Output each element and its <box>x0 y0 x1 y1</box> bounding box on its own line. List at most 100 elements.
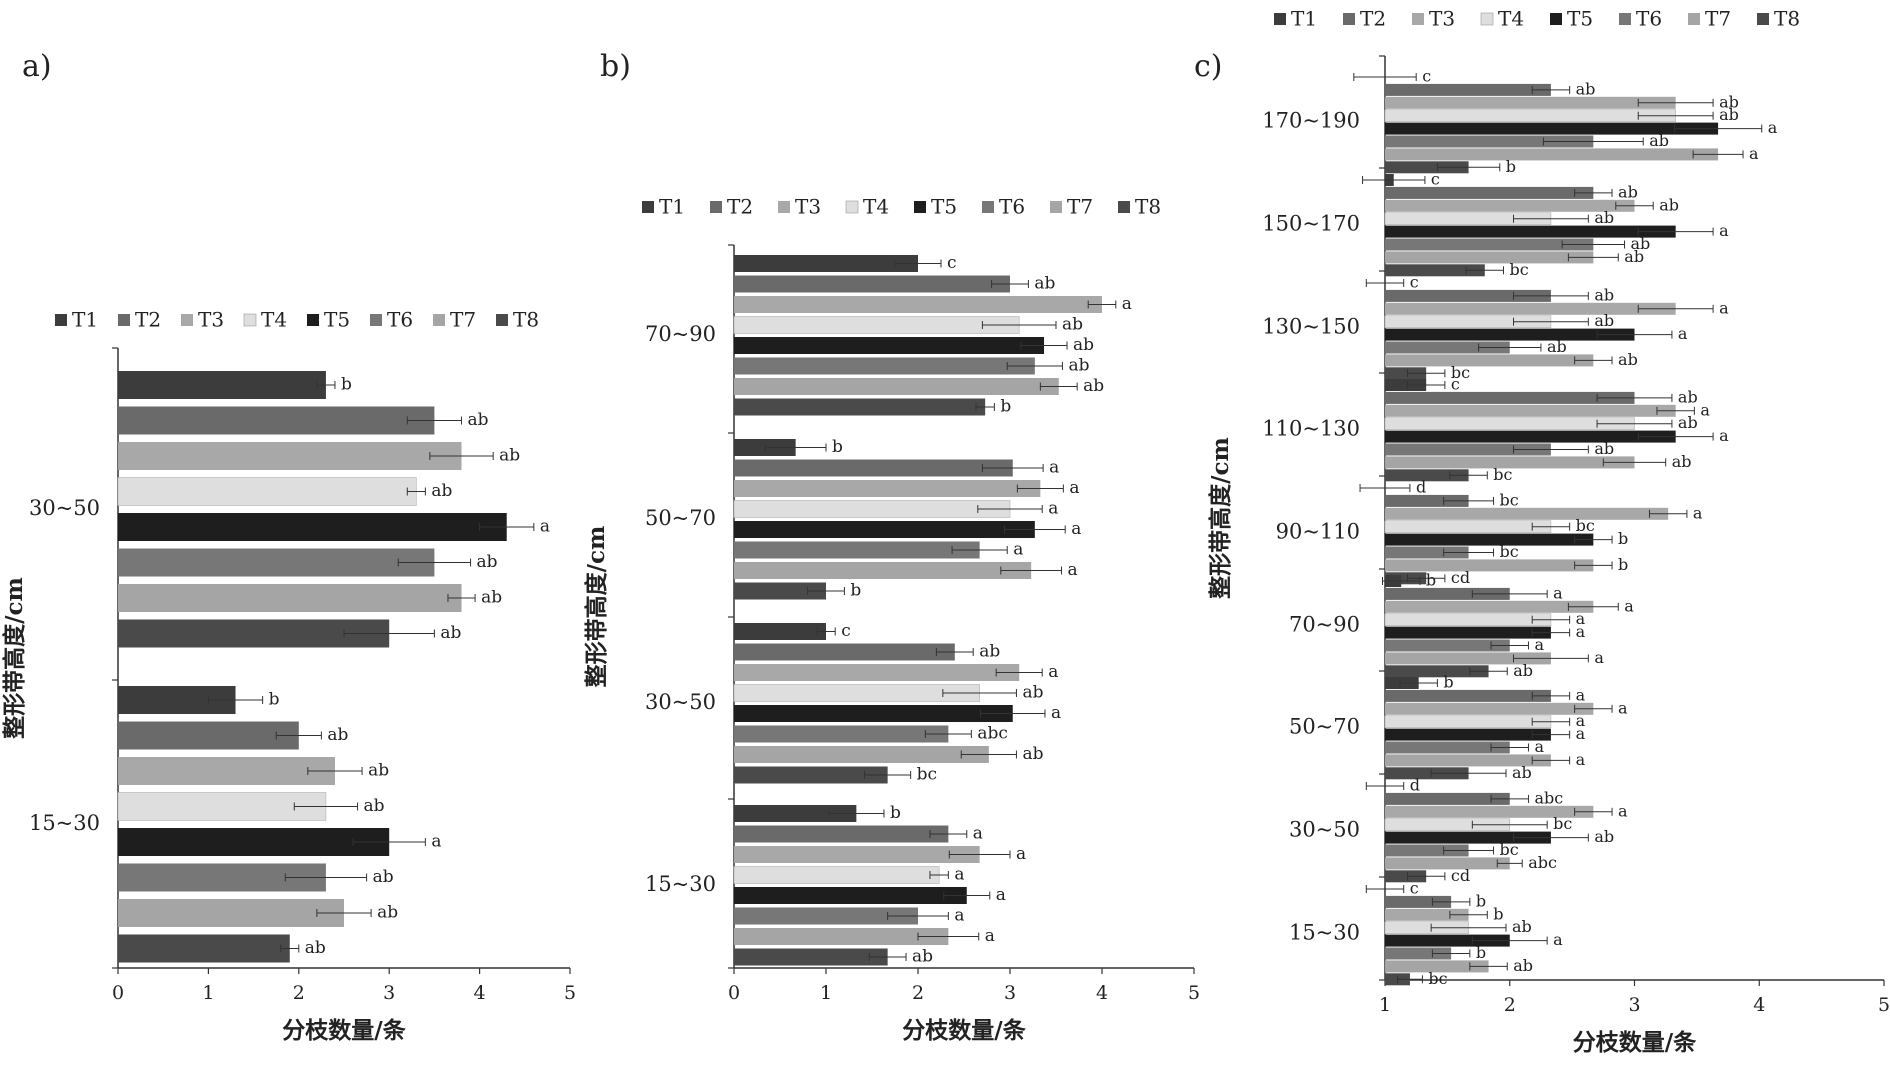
x-tick-label: 2 <box>912 982 924 1004</box>
significance-label: a <box>1624 596 1634 615</box>
bar <box>1385 404 1676 417</box>
significance-label: ab <box>368 761 389 781</box>
significance-label: a <box>1576 711 1586 730</box>
significance-label: ab <box>327 725 348 745</box>
bar <box>734 357 1035 375</box>
bar <box>1385 626 1551 639</box>
bar <box>734 378 1059 395</box>
legend-label: T7 <box>450 308 476 332</box>
bar <box>1385 122 1719 135</box>
legend-label: T1 <box>72 308 98 332</box>
bar <box>1385 96 1676 109</box>
x-axis-title: 分枝数量/条 <box>1573 1029 1696 1056</box>
significance-label: a <box>1013 540 1023 560</box>
significance-label: ab <box>979 642 1000 662</box>
x-tick-label: 0 <box>728 982 740 1004</box>
legend-swatch <box>181 314 193 326</box>
x-tick-label: 4 <box>474 982 486 1004</box>
significance-label: c <box>1422 67 1431 86</box>
bar <box>1384 520 1552 534</box>
significance-label: ab <box>1068 356 1089 376</box>
x-tick-label: 3 <box>1004 982 1016 1004</box>
significance-label: a <box>973 824 983 844</box>
significance-label: a <box>540 517 550 537</box>
bar <box>734 398 986 416</box>
category-label: 150~170 <box>1262 212 1360 236</box>
significance-label: ab <box>1624 247 1644 266</box>
category-label: 70~90 <box>1289 613 1360 637</box>
bar <box>1385 600 1594 613</box>
bar <box>1385 587 1510 600</box>
legend-swatch <box>642 201 654 213</box>
significance-label: b <box>1506 157 1516 176</box>
x-tick-label: 2 <box>293 982 305 1004</box>
significance-label: a <box>1553 930 1563 949</box>
significance-label: b <box>1426 571 1436 590</box>
significance-label: ab <box>481 588 502 608</box>
significance-label: a <box>1618 698 1628 717</box>
bar <box>1384 613 1552 627</box>
x-tick-label: 5 <box>1878 994 1890 1016</box>
bar <box>734 541 980 559</box>
significance-label: ab <box>1618 350 1638 369</box>
legend-label: T1 <box>1291 7 1317 31</box>
significance-label: b <box>1618 529 1628 548</box>
significance-label: ab <box>1631 234 1651 253</box>
bar <box>734 705 1013 722</box>
bar <box>118 828 390 856</box>
significance-label: ab <box>1513 956 1533 975</box>
significance-label: c <box>1431 170 1440 189</box>
bar <box>734 480 1041 497</box>
significance-label: a <box>1594 648 1604 667</box>
bar <box>1385 546 1469 559</box>
panel-label: c) <box>1194 49 1223 84</box>
category-label: 110~130 <box>1262 417 1360 441</box>
significance-label: ab <box>440 623 461 643</box>
legend-label: T7 <box>1067 195 1093 219</box>
legend-label: T3 <box>1429 7 1455 31</box>
x-tick-label: 4 <box>1753 994 1765 1016</box>
legend-swatch <box>1480 12 1494 26</box>
x-tick-label: 1 <box>1379 994 1391 1016</box>
legend-label: T1 <box>659 195 685 219</box>
bar <box>118 757 335 785</box>
legend-label: T5 <box>324 308 350 332</box>
y-axis-title: 整形带高度/cm <box>1207 437 1234 599</box>
bar <box>118 548 435 577</box>
legend-label: T2 <box>1360 7 1386 31</box>
category-label: 170~190 <box>1262 109 1360 133</box>
legend-swatch <box>1619 13 1631 25</box>
significance-label: bc <box>1576 516 1595 535</box>
bar <box>1385 430 1676 443</box>
legend-swatch <box>1412 13 1424 25</box>
legend-label: T4 <box>863 195 889 219</box>
bar <box>733 866 940 884</box>
significance-label: a <box>1618 801 1628 820</box>
bar <box>1385 507 1669 520</box>
significance-label: ab <box>364 796 385 816</box>
bar <box>1385 354 1594 367</box>
legend-swatch <box>1550 13 1562 25</box>
bar <box>734 725 949 743</box>
legend-label: T5 <box>1567 7 1593 31</box>
significance-label: a <box>1576 724 1586 743</box>
bar <box>118 406 435 435</box>
bar <box>1385 665 1489 678</box>
bar <box>734 521 1035 538</box>
x-tick-label: 1 <box>202 982 214 1004</box>
bar <box>734 562 1032 579</box>
category-label: 130~150 <box>1262 315 1360 339</box>
significance-label: ab <box>468 410 489 430</box>
bar <box>1385 328 1635 341</box>
significance-label: bc <box>1428 969 1447 988</box>
legend-swatch <box>982 201 994 213</box>
bar <box>1385 135 1594 148</box>
significance-label: ab <box>305 938 326 958</box>
bar <box>734 623 826 640</box>
bar <box>734 582 826 600</box>
legend-swatch <box>778 201 790 213</box>
legend-swatch <box>1050 201 1062 213</box>
significance-label: ab <box>1594 439 1614 458</box>
significance-label: ab <box>1678 413 1698 432</box>
